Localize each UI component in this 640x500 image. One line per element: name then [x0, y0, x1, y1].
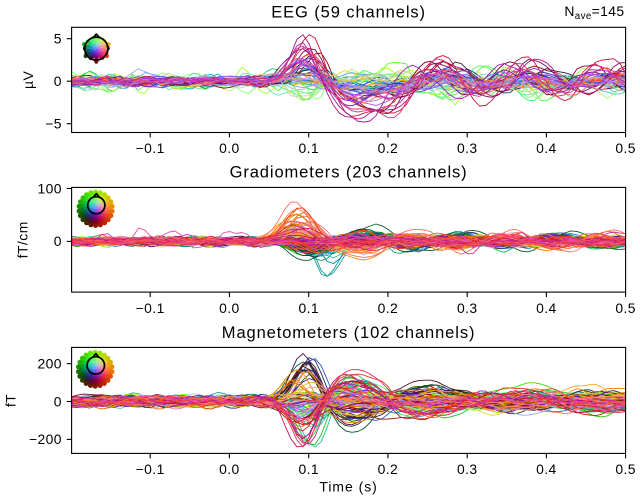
svg-text:0.3: 0.3 [457, 300, 478, 316]
svg-text:Nave=145: Nave=145 [564, 3, 624, 22]
svg-text:0.1: 0.1 [298, 300, 319, 316]
svg-text:Gradiometers (203 channels): Gradiometers (203 channels) [230, 164, 468, 182]
svg-text:Magnetometers (102 channels): Magnetometers (102 channels) [222, 324, 476, 342]
svg-text:0.5: 0.5 [615, 300, 636, 316]
svg-text:100: 100 [38, 180, 62, 196]
svg-text:0.3: 0.3 [457, 140, 478, 156]
svg-text:−5: −5 [45, 116, 62, 132]
svg-text:0: 0 [54, 393, 62, 409]
svg-text:0.1: 0.1 [298, 140, 319, 156]
svg-text:0.2: 0.2 [378, 140, 399, 156]
svg-text:−0.1: −0.1 [136, 300, 165, 316]
svg-text:0: 0 [54, 73, 62, 89]
svg-text:0.2: 0.2 [378, 300, 399, 316]
svg-text:−0.1: −0.1 [136, 461, 165, 477]
svg-text:0.0: 0.0 [219, 461, 240, 477]
svg-text:Time (s): Time (s) [319, 478, 377, 494]
svg-text:0.0: 0.0 [219, 140, 240, 156]
svg-text:0.4: 0.4 [536, 461, 557, 477]
svg-text:−200: −200 [29, 431, 62, 447]
svg-text:0.4: 0.4 [536, 300, 557, 316]
svg-text:0: 0 [54, 233, 62, 249]
svg-text:0.1: 0.1 [298, 461, 319, 477]
svg-text:fT/cm: fT/cm [14, 221, 30, 258]
svg-text:0.5: 0.5 [615, 461, 636, 477]
svg-text:0.2: 0.2 [378, 461, 399, 477]
svg-text:0.4: 0.4 [536, 140, 557, 156]
svg-text:5: 5 [54, 31, 62, 47]
svg-text:0.5: 0.5 [615, 140, 636, 156]
svg-text:−0.1: −0.1 [136, 140, 165, 156]
svg-text:EEG (59 channels): EEG (59 channels) [271, 4, 426, 22]
svg-text:µV: µV [20, 71, 36, 90]
svg-text:0.0: 0.0 [219, 300, 240, 316]
svg-text:0.3: 0.3 [457, 461, 478, 477]
svg-text:200: 200 [38, 356, 62, 372]
svg-text:fT: fT [2, 394, 18, 407]
